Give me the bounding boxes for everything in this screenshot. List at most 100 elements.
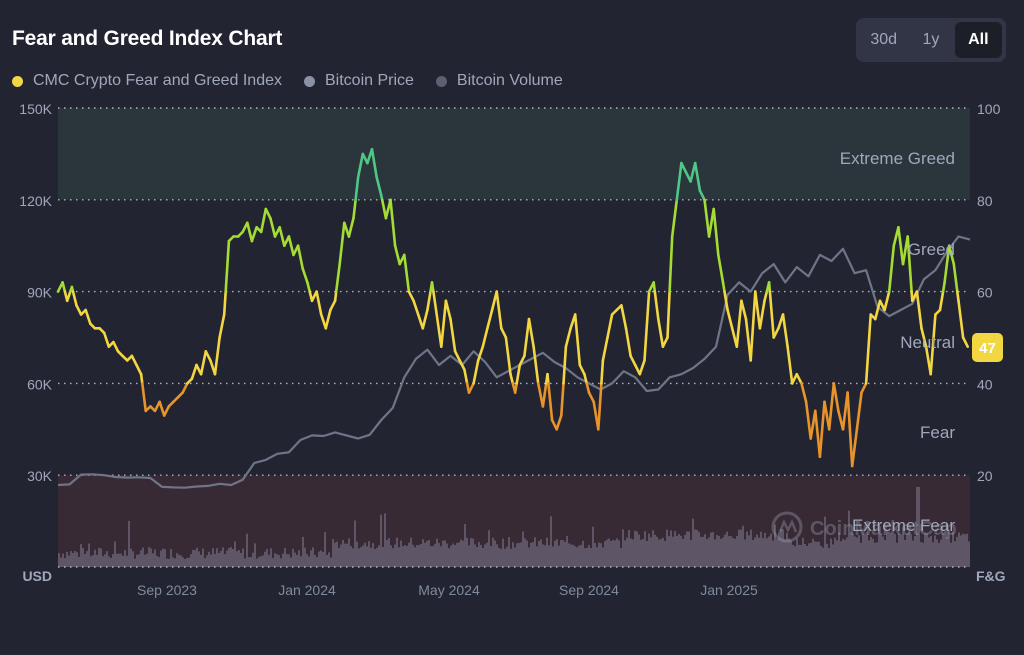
fear-greed-segment — [432, 290, 439, 316]
fear-greed-segment — [832, 382, 840, 413]
fear-greed-segment — [929, 313, 937, 376]
volume-bar — [874, 542, 876, 567]
x-axis-tick-label: Sep 2024 — [559, 582, 619, 598]
volume-bar — [456, 543, 458, 567]
volume-bar — [880, 534, 882, 567]
fear-greed-segment — [596, 382, 603, 431]
volume-bar — [320, 550, 322, 567]
legend: CMC Crypto Fear and Greed Index Bitcoin … — [12, 72, 563, 90]
left-axis-tick-label: 150K — [19, 101, 52, 117]
volume-bar — [114, 541, 116, 567]
volume-bar — [120, 553, 122, 567]
volume-bar — [336, 541, 338, 567]
volume-bar — [882, 536, 884, 567]
fear-greed-segment — [407, 290, 415, 303]
volume-bar — [370, 547, 372, 567]
volume-bar — [796, 538, 798, 567]
range-button-all[interactable]: All — [954, 22, 1002, 58]
volume-bar — [194, 550, 196, 567]
chart-title: Fear and Greed Index Chart — [12, 27, 283, 50]
volume-bar — [254, 543, 256, 567]
fear-greed-segment — [513, 382, 519, 394]
volume-bar — [378, 545, 380, 567]
fear-greed-segment — [666, 290, 671, 339]
volume-bar — [82, 547, 84, 567]
fear-greed-segment — [301, 267, 309, 284]
volume-bar — [406, 545, 408, 567]
volume-bar — [230, 547, 232, 567]
fear-greed-segment — [218, 313, 226, 339]
volume-bar — [568, 543, 570, 567]
volume-bar — [452, 543, 454, 567]
volume-bar — [160, 550, 162, 567]
volume-bar — [734, 538, 736, 567]
volume-bar — [438, 543, 440, 567]
current-value-badge: 47 — [972, 333, 1003, 362]
volume-bar — [772, 540, 774, 567]
volume-bar — [952, 532, 954, 567]
volume-bar — [554, 540, 556, 567]
range-button-1y[interactable]: 1y — [922, 31, 940, 48]
fear-greed-segment — [264, 207, 272, 220]
fear-greed-segment — [416, 313, 425, 330]
legend-item-bitcoin-volume[interactable]: Bitcoin Volume — [435, 72, 563, 90]
volume-bar — [300, 556, 302, 567]
volume-bar — [408, 542, 410, 567]
volume-bar — [80, 544, 82, 567]
volume-bar — [234, 541, 236, 567]
legend-item-bitcoin-price[interactable]: Bitcoin Price — [304, 72, 414, 90]
fear-greed-segment — [370, 148, 378, 179]
volume-bar — [698, 531, 700, 567]
volume-bar — [272, 557, 274, 567]
fear-greed-segment — [643, 290, 651, 362]
volume-bar — [184, 558, 186, 567]
volume-bar — [792, 544, 794, 567]
volume-bar — [924, 533, 926, 567]
fear-greed-segment — [135, 363, 143, 376]
volume-bar — [74, 550, 76, 567]
volume-bar — [910, 534, 912, 567]
volume-bar — [850, 532, 852, 567]
fear-greed-segment — [860, 382, 868, 394]
volume-bar — [418, 545, 420, 567]
volume-bar — [748, 535, 750, 567]
volume-bar — [270, 548, 272, 567]
volume-bar — [136, 554, 138, 567]
range-button-30d[interactable]: 30d — [870, 31, 898, 48]
volume-bar — [112, 554, 114, 567]
fear-greed-segment — [338, 221, 346, 266]
legend-dot-fear-greed — [12, 75, 23, 87]
volume-bar — [904, 539, 906, 567]
volume-bar — [488, 530, 490, 567]
volume-bar — [496, 544, 498, 567]
volume-bar — [876, 542, 878, 567]
volume-bar — [200, 554, 202, 567]
volume-bar — [528, 547, 530, 567]
right-axis-unit: F&G — [976, 568, 1006, 584]
volume-bar — [776, 538, 778, 567]
volume-bar — [78, 556, 80, 567]
volume-bar — [588, 545, 590, 567]
fear-greed-segment — [476, 345, 485, 362]
legend-item-fear-greed[interactable]: CMC Crypto Fear and Greed Index — [12, 72, 282, 90]
volume-bar — [474, 544, 476, 567]
volume-bar — [754, 537, 756, 567]
zone-label-extreme-fear: Extreme Fear — [852, 516, 955, 535]
volume-bar — [802, 537, 804, 567]
volume-bar — [106, 551, 108, 567]
volume-bar — [682, 538, 684, 567]
volume-bar — [686, 531, 688, 567]
volume-bar — [92, 555, 94, 567]
volume-bar — [152, 553, 154, 567]
volume-bar — [960, 535, 962, 567]
volume-bar — [296, 554, 298, 567]
volume-bar — [878, 529, 880, 567]
fear-greed-segment — [541, 382, 548, 408]
fear-greed-segment — [296, 244, 305, 270]
volume-bar — [892, 535, 894, 567]
volume-bar — [76, 552, 78, 567]
zone-label-extreme-greed: Extreme Greed — [840, 149, 955, 168]
volume-bar — [730, 535, 732, 567]
volume-bar — [564, 541, 566, 567]
